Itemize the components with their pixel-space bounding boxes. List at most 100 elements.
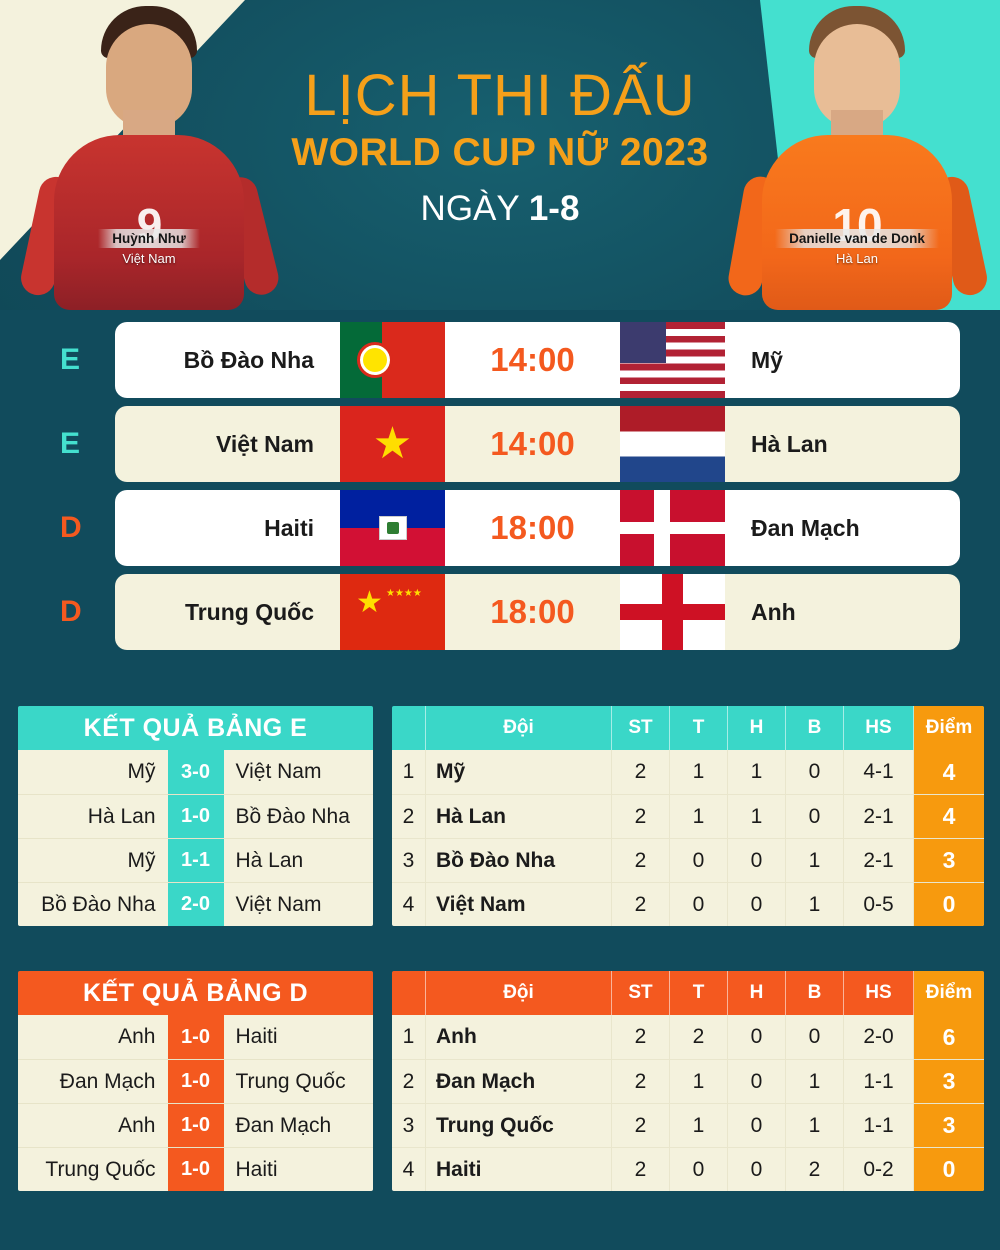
date-value: 1-8 bbox=[528, 189, 580, 229]
standings-rank: 2 bbox=[392, 1060, 426, 1103]
standings-header-row: Đội ST T H B HS Điểm bbox=[392, 706, 984, 750]
standings-played: 2 bbox=[612, 1104, 670, 1147]
result-score: 1-0 bbox=[167, 1104, 224, 1147]
standings-played: 2 bbox=[612, 883, 670, 926]
standings-lost: 0 bbox=[786, 795, 844, 838]
standings-drawn: 1 bbox=[728, 795, 786, 838]
standings-lost: 1 bbox=[786, 883, 844, 926]
standings-col-team: Đội bbox=[426, 971, 612, 1015]
match-row[interactable]: E Bồ Đào Nha 14:00 Mỹ bbox=[0, 322, 1000, 398]
flag-usa-icon bbox=[620, 322, 725, 398]
standings-col-st: ST bbox=[612, 971, 670, 1015]
standings-col-b: B bbox=[786, 971, 844, 1015]
result-row: Mỹ 1-1 Hà Lan bbox=[18, 838, 373, 882]
flag-vietnam-icon bbox=[340, 406, 445, 482]
result-home-team: Mỹ bbox=[127, 848, 156, 872]
group-d-results-title: KẾT QUẢ BẢNG D bbox=[18, 971, 373, 1015]
standings-team: Bồ Đào Nha bbox=[426, 839, 612, 882]
standings-lost: 2 bbox=[786, 1148, 844, 1191]
standings-goals: 2-1 bbox=[844, 795, 914, 838]
match-home-team: Haiti bbox=[264, 514, 314, 541]
standings-col-rank bbox=[392, 971, 426, 1015]
standings-team: Haiti bbox=[426, 1148, 612, 1191]
result-away-team: Bồ Đào Nha bbox=[235, 804, 350, 828]
standings-row: 2 Đan Mạch 2 1 0 1 1-1 3 bbox=[392, 1059, 984, 1103]
standings-won: 0 bbox=[670, 1148, 728, 1191]
standings-goals: 0-2 bbox=[844, 1148, 914, 1191]
standings-col-h: H bbox=[728, 971, 786, 1015]
standings-row: 1 Anh 2 2 0 0 2-0 6 bbox=[392, 1015, 984, 1059]
result-score: 1-0 bbox=[167, 1148, 224, 1191]
standings-points: 3 bbox=[914, 1060, 984, 1103]
standings-rank: 3 bbox=[392, 1104, 426, 1147]
standings-row: 2 Hà Lan 2 1 1 0 2-1 4 bbox=[392, 794, 984, 838]
standings-col-hs: HS bbox=[844, 971, 914, 1015]
standings-drawn: 0 bbox=[728, 1104, 786, 1147]
standings-points: 4 bbox=[914, 795, 984, 838]
player-right-name: Danielle van de Donk bbox=[775, 229, 939, 248]
standings-col-points: Điểm bbox=[914, 971, 984, 1015]
standings-lost: 0 bbox=[786, 750, 844, 794]
result-score: 2-0 bbox=[167, 883, 224, 926]
result-home-team: Anh bbox=[118, 1113, 156, 1137]
flag-portugal-icon bbox=[340, 322, 445, 398]
group-e-results-table: KẾT QUẢ BẢNG E Mỹ 3-0 Việt Nam Hà Lan 1-… bbox=[18, 706, 373, 926]
result-away-team: Haiti bbox=[235, 1025, 278, 1048]
standings-lost: 1 bbox=[786, 839, 844, 882]
result-home-team: Đan Mạch bbox=[59, 1069, 156, 1093]
standings-rank: 2 bbox=[392, 795, 426, 838]
result-row: Mỹ 3-0 Việt Nam bbox=[18, 750, 373, 794]
standings-points: 0 bbox=[914, 883, 984, 926]
standings-row: 4 Haiti 2 0 0 2 0-2 0 bbox=[392, 1147, 984, 1191]
standings-team: Anh bbox=[426, 1015, 612, 1059]
result-row: Anh 1-0 Đan Mạch bbox=[18, 1103, 373, 1147]
match-card[interactable]: Bồ Đào Nha 14:00 Mỹ bbox=[115, 322, 960, 398]
standings-won: 0 bbox=[670, 839, 728, 882]
match-home-team: Việt Nam bbox=[215, 430, 314, 457]
standings-col-t: T bbox=[670, 971, 728, 1015]
standings-drawn: 0 bbox=[728, 839, 786, 882]
standings-col-st: ST bbox=[612, 706, 670, 750]
standings-rank: 4 bbox=[392, 1148, 426, 1191]
standings-lost: 0 bbox=[786, 1015, 844, 1059]
standings-col-h: H bbox=[728, 706, 786, 750]
standings-points: 3 bbox=[914, 839, 984, 882]
result-row: Hà Lan 1-0 Bồ Đào Nha bbox=[18, 794, 373, 838]
standings-row: 1 Mỹ 2 1 1 0 4-1 4 bbox=[392, 750, 984, 794]
standings-col-b: B bbox=[786, 706, 844, 750]
result-row: Đan Mạch 1-0 Trung Quốc bbox=[18, 1059, 373, 1103]
match-row[interactable]: D Trung Quốc 18:00 Anh bbox=[0, 574, 1000, 650]
match-card[interactable]: Trung Quốc 18:00 Anh bbox=[115, 574, 960, 650]
match-card[interactable]: Việt Nam 14:00 Hà Lan bbox=[115, 406, 960, 482]
page-title: LỊCH THI ĐẤU bbox=[304, 63, 696, 128]
header-banner: 9 Huỳnh Như Việt Nam 10 Danielle van de … bbox=[0, 0, 1000, 310]
result-row: Trung Quốc 1-0 Haiti bbox=[18, 1147, 373, 1191]
match-card[interactable]: Haiti 18:00 Đan Mạch bbox=[115, 490, 960, 566]
standings-played: 2 bbox=[612, 839, 670, 882]
standings-won: 1 bbox=[670, 1104, 728, 1147]
player-left-nameplate: Huỳnh Như Việt Nam bbox=[24, 229, 274, 266]
match-row[interactable]: E Việt Nam 14:00 Hà Lan bbox=[0, 406, 1000, 482]
standings-goals: 2-0 bbox=[844, 1015, 914, 1059]
date-line: NGÀY 1-8 bbox=[0, 189, 1000, 229]
result-home-team: Hà Lan bbox=[87, 804, 156, 828]
group-e-standings-table: Đội ST T H B HS Điểm 1 Mỹ 2 1 1 0 4-1 4 … bbox=[392, 706, 984, 926]
standings-team: Việt Nam bbox=[426, 883, 612, 926]
group-d-results-table: KẾT QUẢ BẢNG D Anh 1-0 Haiti Đan Mạch 1-… bbox=[18, 971, 373, 1191]
date-label: NGÀY bbox=[420, 189, 520, 229]
standings-won: 1 bbox=[670, 750, 728, 794]
flag-england-icon bbox=[620, 574, 725, 650]
standings-won: 2 bbox=[670, 1015, 728, 1059]
standings-rank: 1 bbox=[392, 750, 426, 794]
result-score: 1-0 bbox=[167, 1015, 224, 1059]
result-away-team: Haiti bbox=[235, 1157, 278, 1181]
page-subtitle: WORLD CUP NỮ 2023 bbox=[291, 131, 709, 175]
result-away-team: Trung Quốc bbox=[235, 1069, 346, 1093]
result-home-team: Trung Quốc bbox=[45, 1157, 156, 1181]
player-right-team: Hà Lan bbox=[836, 251, 878, 266]
match-row[interactable]: D Haiti 18:00 Đan Mạch bbox=[0, 490, 1000, 566]
result-row: Anh 1-0 Haiti bbox=[18, 1015, 373, 1059]
flag-denmark-icon bbox=[620, 490, 725, 566]
result-score: 1-1 bbox=[167, 839, 224, 882]
standings-row: 4 Việt Nam 2 0 0 1 0-5 0 bbox=[392, 882, 984, 926]
